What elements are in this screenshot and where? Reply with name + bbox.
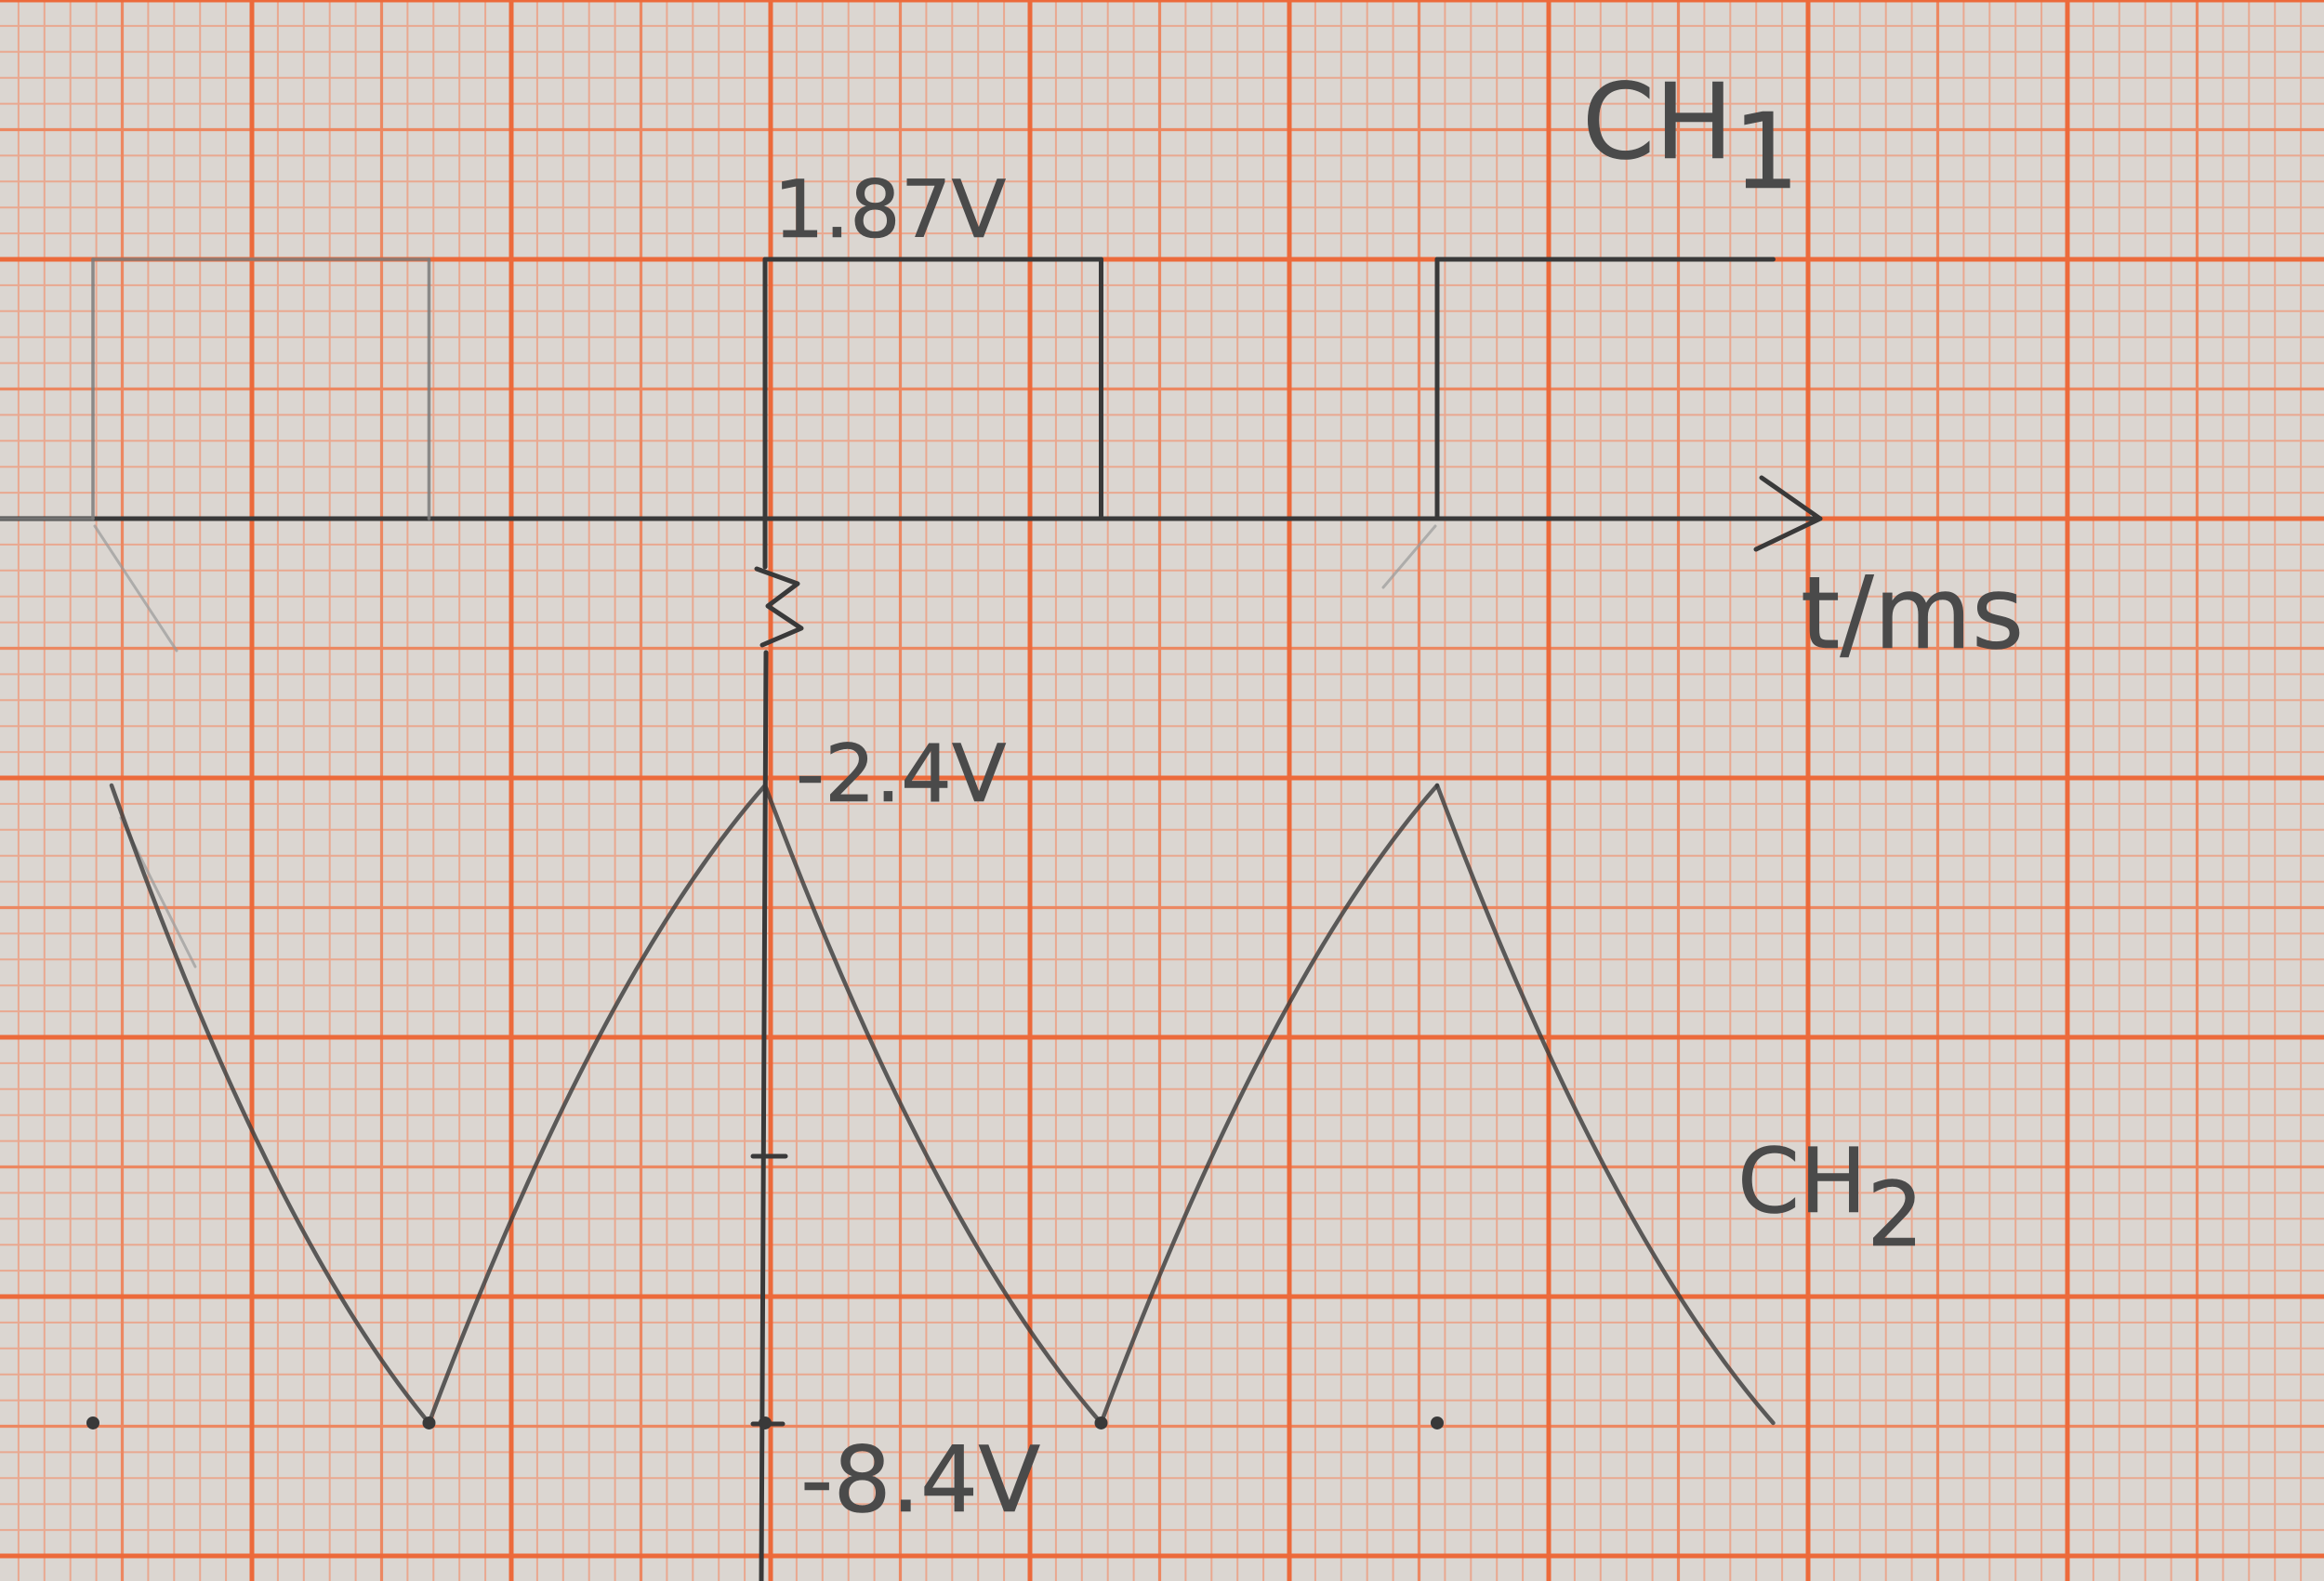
ch2-trough-label: -8.4V bbox=[800, 1428, 1040, 1534]
series-ch2 bbox=[86, 783, 1776, 1429]
faint-pencil-mark bbox=[1381, 524, 1437, 589]
ch2-peak-label: -2.4V bbox=[796, 728, 1007, 821]
series-ch1 bbox=[0, 257, 1776, 521]
ch2-segment bbox=[1099, 783, 1440, 1426]
faint-pencil-mark bbox=[93, 524, 178, 652]
ch2-level-dot bbox=[1431, 1416, 1444, 1429]
ch2-level-dot bbox=[759, 1416, 772, 1429]
ch1-high-level-label: 1.87V bbox=[773, 164, 1006, 257]
subscript: 1 bbox=[1733, 92, 1799, 213]
ch2-segment bbox=[762, 783, 1103, 1426]
x-axis-arrowhead bbox=[1753, 475, 1823, 552]
ch2-level-dot bbox=[86, 1416, 99, 1429]
x-axis-label: t/ms bbox=[1801, 556, 2024, 672]
waveforms bbox=[0, 257, 1776, 1429]
ch2-segment bbox=[427, 783, 768, 1426]
y-axis-break bbox=[754, 566, 804, 648]
subscript: 2 bbox=[1867, 1163, 1923, 1267]
ch2-level-dot bbox=[422, 1416, 436, 1429]
ch2-segment bbox=[109, 783, 431, 1426]
ch2-segment bbox=[1434, 783, 1776, 1426]
ch2-level-dot bbox=[1094, 1416, 1108, 1429]
